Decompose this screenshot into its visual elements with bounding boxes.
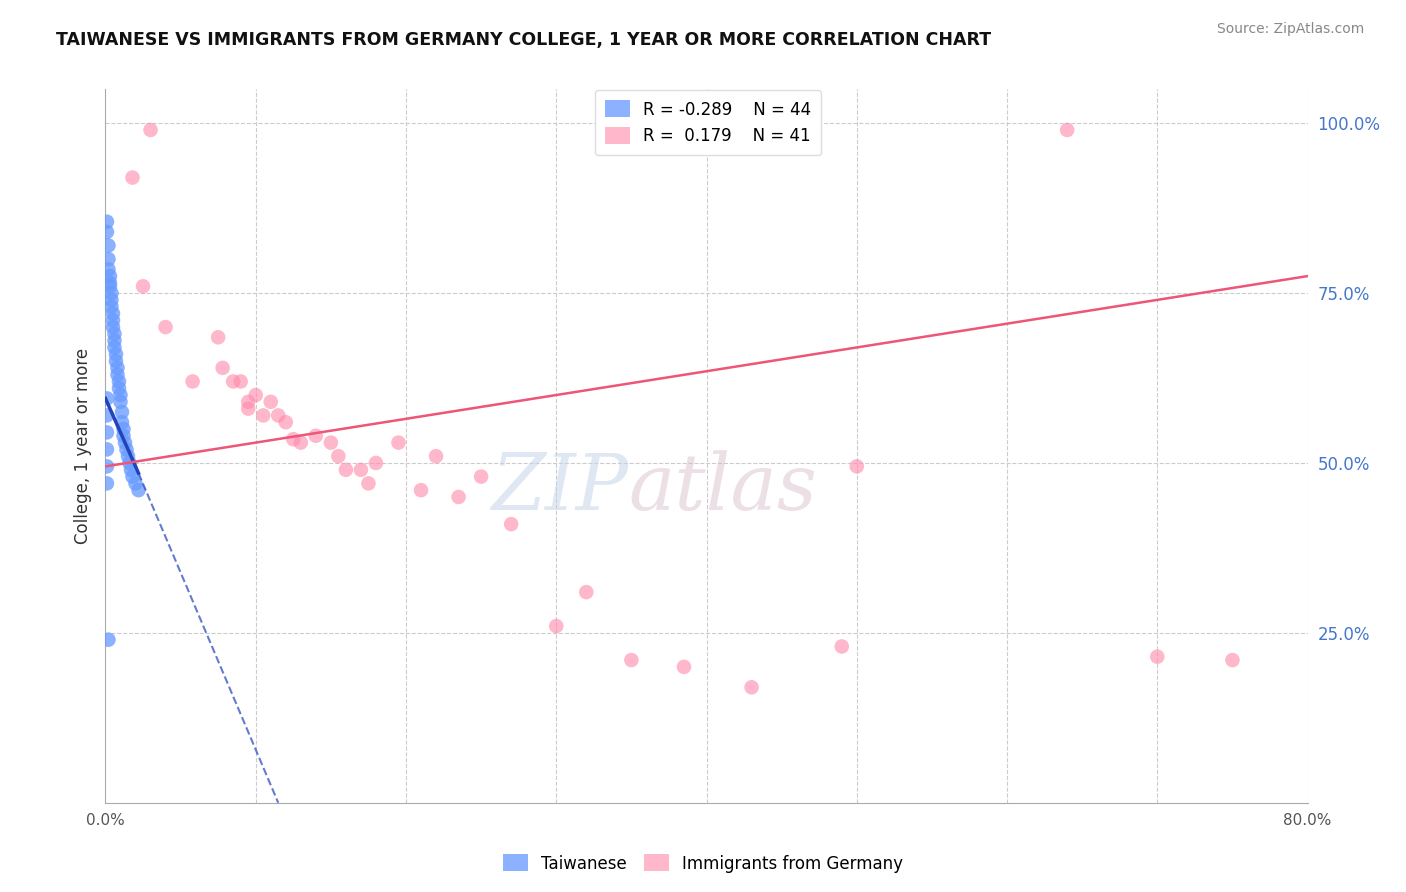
Point: [546, 619, 568, 633]
Point: [100, 286, 122, 301]
Point: [211, 360, 233, 375]
Point: [305, 429, 328, 443]
Point: [96, 392, 118, 406]
Point: [120, 463, 142, 477]
Point: [110, 394, 132, 409]
Point: [1056, 123, 1078, 137]
Point: [96, 459, 118, 474]
Point: [124, 476, 146, 491]
Point: [845, 459, 868, 474]
Text: TAIWANESE VS IMMIGRANTS FROM GERMANY COLLEGE, 1 YEAR OR MORE CORRELATION CHART: TAIWANESE VS IMMIGRANTS FROM GERMANY COL…: [56, 31, 991, 49]
Point: [107, 360, 129, 375]
Point: [114, 435, 136, 450]
Point: [101, 306, 124, 320]
Point: [409, 483, 432, 498]
Point: [238, 394, 260, 409]
Point: [121, 170, 143, 185]
Point: [98, 279, 121, 293]
Point: [620, 653, 643, 667]
Point: [252, 409, 274, 423]
Point: [132, 279, 155, 293]
Point: [319, 435, 342, 450]
Point: [103, 341, 125, 355]
Point: [207, 330, 229, 344]
Point: [104, 347, 127, 361]
Point: [1222, 653, 1244, 667]
Point: [112, 422, 135, 436]
Point: [103, 334, 125, 348]
Point: [100, 300, 122, 314]
Point: [128, 483, 150, 498]
Point: [328, 449, 350, 463]
Point: [97, 238, 120, 252]
Point: [1146, 649, 1168, 664]
Point: [447, 490, 470, 504]
Point: [110, 388, 132, 402]
Point: [501, 517, 523, 532]
Point: [96, 425, 118, 440]
Point: [101, 320, 124, 334]
Point: [290, 435, 312, 450]
Point: [96, 225, 118, 239]
Point: [98, 276, 121, 290]
Point: [111, 415, 134, 429]
Point: [335, 463, 357, 477]
Point: [108, 375, 131, 389]
Text: ZIP: ZIP: [491, 450, 628, 527]
Legend: R = -0.289    N = 44, R =  0.179    N = 41: R = -0.289 N = 44, R = 0.179 N = 41: [595, 90, 821, 155]
Point: [107, 368, 129, 382]
Point: [108, 381, 131, 395]
Point: [121, 469, 143, 483]
Point: [115, 442, 138, 457]
Point: [96, 215, 118, 229]
Point: [103, 326, 125, 341]
Point: [155, 320, 177, 334]
Point: [229, 375, 252, 389]
Point: [139, 123, 162, 137]
Point: [238, 401, 260, 416]
Point: [222, 375, 245, 389]
Point: [350, 463, 373, 477]
Point: [575, 585, 598, 599]
Point: [111, 405, 134, 419]
Legend: Taiwanese, Immigrants from Germany: Taiwanese, Immigrants from Germany: [496, 847, 910, 880]
Point: [97, 262, 120, 277]
Point: [425, 449, 447, 463]
Point: [100, 293, 122, 307]
Point: [672, 660, 695, 674]
Point: [96, 442, 118, 457]
Point: [96, 409, 118, 423]
Point: [470, 469, 492, 483]
Point: [357, 476, 380, 491]
Point: [267, 409, 290, 423]
Text: Source: ZipAtlas.com: Source: ZipAtlas.com: [1216, 22, 1364, 37]
Point: [364, 456, 387, 470]
Point: [283, 432, 305, 446]
Point: [274, 415, 297, 429]
Point: [104, 354, 127, 368]
Point: [181, 375, 204, 389]
Point: [97, 252, 120, 266]
Point: [96, 476, 118, 491]
Point: [831, 640, 853, 654]
Point: [97, 632, 120, 647]
Point: [245, 388, 267, 402]
Text: atlas: atlas: [628, 450, 817, 527]
Point: [741, 680, 763, 694]
Point: [112, 429, 135, 443]
Point: [387, 435, 409, 450]
Point: [260, 394, 283, 409]
Point: [117, 449, 139, 463]
Point: [98, 269, 121, 284]
Point: [118, 456, 141, 470]
Point: [101, 313, 124, 327]
Y-axis label: College, 1 year or more: College, 1 year or more: [73, 348, 91, 544]
